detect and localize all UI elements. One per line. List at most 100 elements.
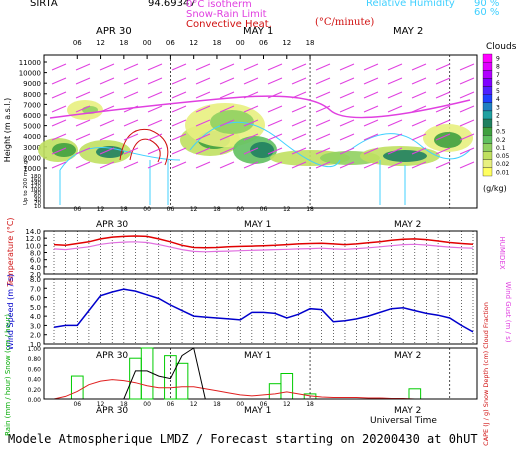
day-label-mid-0: APR 30: [96, 220, 128, 230]
day-label-top-1: APR 30: [96, 26, 132, 37]
wind-arrow-82: [291, 119, 307, 127]
wind-arrow-142: [435, 161, 451, 169]
cloud-ytick-upper-3: 8000: [23, 91, 41, 99]
wind-arrow-66: [339, 105, 355, 113]
wind-arrow-100: [291, 133, 307, 141]
wind-arrow-8: [243, 63, 259, 71]
wind-arrow-139: [363, 161, 379, 169]
hour-label-top-6: 18: [212, 39, 221, 47]
wind-arrow-21: [123, 77, 139, 85]
hour-label-bottom-4: 06: [167, 401, 175, 408]
wind-arrow-15: [411, 63, 427, 71]
legend-convective-unit: (°C/minute): [315, 17, 375, 28]
wind-arrow-124: [435, 147, 451, 155]
precip-ytick-4: 0.20: [28, 387, 42, 394]
colorbar-swatch-7: [482, 110, 493, 120]
precip-ytick-2: 0.60: [28, 366, 42, 373]
wind-arrow-101: [315, 133, 331, 141]
wind-arrow-22: [147, 77, 163, 85]
wind-arrow-81: [267, 119, 283, 127]
hour-label-top-3: 00: [143, 39, 152, 47]
cloud-ytick-lower-5: 80: [34, 191, 41, 197]
wind-arrow-137: [315, 161, 331, 169]
temperature-frame: [43, 230, 478, 275]
wind-arrow-130: [147, 161, 163, 169]
cloud-ytick-lower-1: 160: [31, 177, 42, 183]
wind-arrow-53: [459, 91, 475, 99]
hour-label-bottom-3: 00: [143, 401, 151, 408]
rh-contour-0: [59, 147, 181, 171]
hour-label-bottom-0: 06: [73, 401, 81, 408]
wind-arrow-96: [195, 133, 211, 141]
cloud-ytick-upper-6: 5000: [23, 123, 41, 131]
day-label-mid-1: MAY 1: [244, 220, 271, 230]
wind-arrow-131: [171, 161, 187, 169]
cloud-ytick-upper-4: 7000: [23, 101, 41, 109]
colorbar-swatch-10: [482, 135, 493, 144]
wind-arrow-46: [291, 91, 307, 99]
colorbar-swatch-2: [482, 70, 493, 79]
wind-arrow-13: [363, 63, 379, 71]
wind-arrow-128: [99, 161, 115, 169]
wind-arrow-129: [123, 161, 139, 169]
hour-label-mid-6: 18: [213, 206, 221, 213]
precip-ytick-5: 0.00: [28, 397, 42, 404]
wind-arrow-136: [291, 161, 307, 169]
colorbar-label-14: 0.01: [496, 169, 510, 176]
precip-ytick-1: 0.80: [28, 356, 42, 363]
colorbar-label-1: 8: [496, 64, 500, 71]
hour-label-bottom-1: 12: [97, 401, 105, 408]
temperature-ytick-4: 6.0: [30, 257, 41, 265]
hour-label-top-10: 18: [306, 39, 315, 47]
rh-contour-2: [349, 133, 471, 160]
precip-ylabel: Rain (mm / hour) Snow (cm / hour): [4, 314, 12, 436]
hour-label-top-5: 12: [189, 39, 198, 47]
cloud-fraction-line: [54, 347, 473, 400]
wind-arrow-108: [51, 147, 67, 155]
rh-contour-1: [189, 121, 341, 168]
colorbar-swatch-4: [482, 86, 493, 95]
temperature-ylabel-right: HUMIDEX: [498, 236, 506, 269]
wind-arrow-11: [315, 63, 331, 71]
wind-arrow-34: [435, 77, 451, 85]
wind-frame: [43, 278, 478, 345]
legend-snow-rain: Snow-Rain Limit: [186, 9, 267, 20]
wind-arrow-118: [291, 147, 307, 155]
colorbar-swatch-3: [482, 78, 493, 87]
wind-arrow-140: [387, 161, 403, 169]
day-label-top-3: MAY 2: [393, 26, 424, 37]
wind-arrow-39: [123, 91, 139, 99]
day-label-p4-0: APR 30: [96, 351, 128, 361]
rain-bar-11: [175, 362, 189, 400]
wind-arrow-71: [459, 105, 475, 113]
wind-arrow-58: [147, 105, 163, 113]
cloud-ytick-lower-2: 140: [31, 181, 42, 187]
wind-arrow-29: [315, 77, 331, 85]
colorbar-label-2: 7: [496, 72, 500, 79]
temperature-series-0: [53, 235, 474, 249]
colorbar-label-4: 5: [496, 88, 500, 95]
wind-arrow-104: [387, 133, 403, 141]
wind-arrow-41: [171, 91, 187, 99]
wind-arrow-33: [411, 77, 427, 85]
wind-arrow-123: [411, 147, 427, 155]
hour-label-mid-7: 00: [236, 206, 244, 213]
wind-ytick-4: 4.0: [30, 313, 41, 321]
wind-arrow-45: [267, 91, 283, 99]
wind-arrow-141: [411, 161, 427, 169]
wind-arrow-121: [363, 147, 379, 155]
wind-arrow-125: [459, 147, 475, 155]
hour-label-mid-3: 00: [143, 206, 151, 213]
hour-label-top-0: 06: [73, 39, 82, 47]
wind-arrow-93: [123, 133, 139, 141]
wind-arrow-56: [99, 105, 115, 113]
station-coords: 94.69347: [148, 0, 196, 9]
wind-ylabel-right: Wind Gust (m / s): [504, 281, 512, 342]
wind-arrow-47: [315, 91, 331, 99]
wind-arrow-119: [315, 147, 331, 155]
wind-arrow-103: [363, 133, 379, 141]
wind-arrow-51: [411, 91, 427, 99]
wind-arrow-90: [51, 133, 67, 141]
wind-arrow-122: [387, 147, 403, 155]
cloud-ytick-upper-9: 2000: [23, 154, 41, 162]
